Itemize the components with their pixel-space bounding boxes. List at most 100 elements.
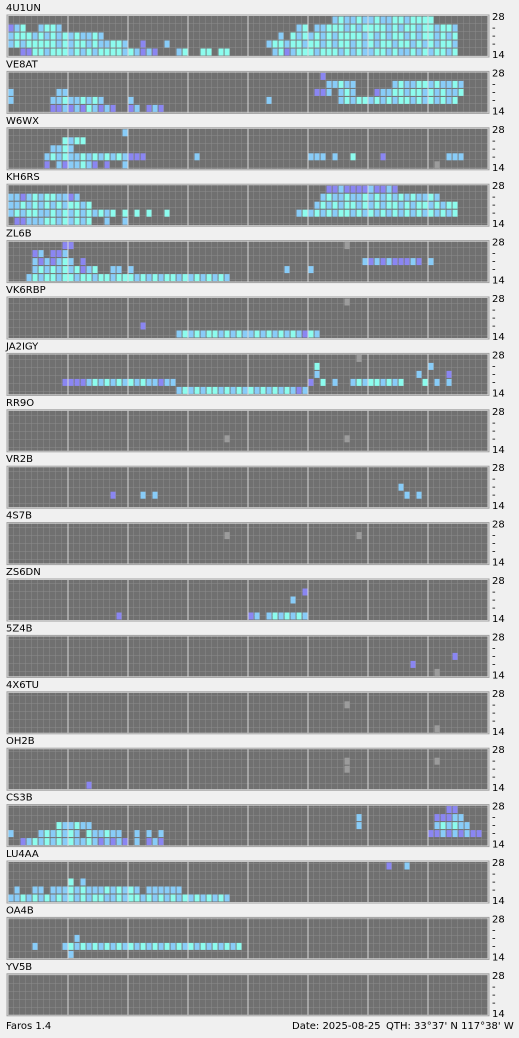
signal-cell	[140, 894, 146, 902]
signal-cell	[152, 886, 158, 894]
signal-cell	[86, 822, 92, 830]
signal-cell	[260, 330, 266, 338]
signal-cell	[68, 161, 74, 169]
signal-cell	[152, 378, 158, 386]
signal-cell	[266, 612, 272, 620]
signal-cell	[38, 830, 44, 838]
signal-cell	[434, 32, 440, 40]
signal-cell	[104, 153, 110, 161]
signal-cell	[320, 48, 326, 56]
signal-cell	[428, 362, 434, 370]
signal-cell	[302, 40, 308, 48]
signal-cell	[62, 145, 68, 153]
signal-cell	[374, 16, 380, 24]
signal-cell	[386, 185, 392, 193]
beacon-name: RR9O	[6, 398, 34, 409]
signal-cell	[440, 201, 446, 209]
signal-cell	[104, 838, 110, 846]
band-label: -	[492, 982, 496, 993]
signal-cell	[86, 201, 92, 209]
signal-cell	[368, 96, 374, 104]
signal-cell	[80, 153, 86, 161]
signal-cell	[368, 185, 374, 193]
signal-cell	[260, 386, 266, 394]
band-label: -	[492, 941, 496, 952]
signal-cell	[206, 894, 212, 902]
signal-cell	[446, 40, 452, 48]
signal-cell	[338, 16, 344, 24]
signal-cell	[56, 201, 62, 209]
signal-cell	[98, 894, 104, 902]
signal-cell	[278, 32, 284, 40]
signal-cell	[434, 830, 440, 838]
signal-cell	[374, 185, 380, 193]
signal-cell	[416, 40, 422, 48]
signal-cell	[128, 48, 134, 56]
signal-cell	[74, 886, 80, 894]
band-label: 28	[492, 68, 505, 79]
signal-cell	[362, 209, 368, 217]
signal-cell	[344, 765, 350, 773]
signal-cell	[404, 258, 410, 266]
signal-cell	[410, 48, 416, 56]
signal-cell	[404, 48, 410, 56]
beacon-name: ZS6DN	[6, 567, 41, 578]
signal-cell	[374, 88, 380, 96]
signal-cell	[392, 80, 398, 88]
signal-cell	[344, 40, 350, 48]
signal-cell	[188, 894, 194, 902]
signal-cell	[284, 40, 290, 48]
signal-cell	[20, 48, 26, 56]
signal-cell	[62, 250, 68, 258]
band-label: -	[492, 829, 496, 840]
signal-cell	[122, 209, 128, 217]
signal-cell	[374, 258, 380, 266]
signal-cell	[32, 894, 38, 902]
signal-cell	[50, 24, 56, 32]
signal-cell	[158, 942, 164, 950]
signal-cell	[98, 942, 104, 950]
signal-cell	[452, 32, 458, 40]
band-label: -	[492, 87, 496, 98]
signal-cell	[308, 40, 314, 48]
signal-cell	[266, 40, 272, 48]
signal-cell	[356, 209, 362, 217]
signal-cell	[392, 209, 398, 217]
signal-cell	[374, 378, 380, 386]
signal-cell	[320, 72, 326, 80]
signal-cell	[152, 48, 158, 56]
signal-cell	[434, 757, 440, 765]
signal-cell	[422, 24, 428, 32]
signal-cell	[278, 330, 284, 338]
signal-cell	[14, 201, 20, 209]
signal-cell	[434, 24, 440, 32]
band-label: -	[492, 531, 496, 542]
signal-cell	[224, 48, 230, 56]
signal-cell	[410, 32, 416, 40]
signal-cell	[308, 378, 314, 386]
signal-cell	[92, 161, 98, 169]
signal-cell	[368, 24, 374, 32]
signal-cell	[98, 40, 104, 48]
signal-cell	[146, 942, 152, 950]
signal-cell	[386, 193, 392, 201]
signal-cell	[350, 80, 356, 88]
signal-cell	[386, 96, 392, 104]
signal-cell	[74, 201, 80, 209]
signal-cell	[170, 942, 176, 950]
signal-cell	[392, 16, 398, 24]
signal-cell	[404, 209, 410, 217]
signal-cell	[62, 838, 68, 846]
signal-cell	[122, 129, 128, 137]
signal-cell	[374, 48, 380, 56]
signal-cell	[122, 378, 128, 386]
signal-cell	[128, 378, 134, 386]
band-label: -	[492, 136, 496, 147]
signal-cell	[68, 258, 74, 266]
signal-cell	[332, 201, 338, 209]
signal-cell	[320, 88, 326, 96]
signal-cell	[428, 258, 434, 266]
signal-cell	[188, 274, 194, 282]
signal-cell	[218, 942, 224, 950]
band-label: -	[492, 813, 496, 824]
